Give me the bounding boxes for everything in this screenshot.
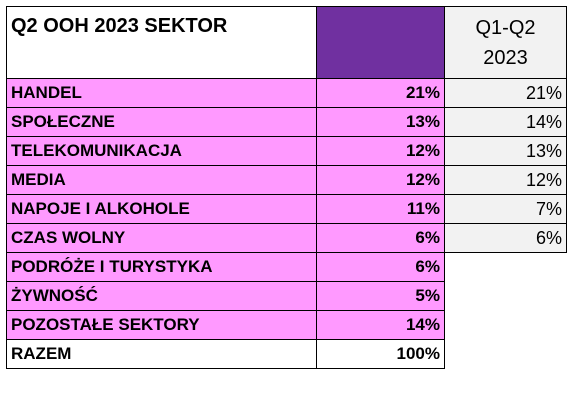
table-row: MEDIA 12% 12% — [6, 165, 567, 195]
sector-table: Q2 OOH 2023 SEKTOR Q1-Q2 2023 HANDEL 21% 2… — [6, 6, 567, 369]
title: Q2 OOH 2023 SEKTOR — [6, 6, 317, 79]
empty-cell — [444, 281, 567, 311]
header-row: Q2 OOH 2023 SEKTOR Q1-Q2 2023 — [6, 6, 567, 79]
q1-q2-share: 14% — [444, 107, 567, 137]
table-row: SPOŁECZNE 13% 14% — [6, 107, 567, 137]
period-header: Q1-Q2 2023 — [444, 6, 567, 79]
sector-name: SPOŁECZNE — [6, 107, 317, 137]
q2-share: 12% — [316, 136, 445, 166]
q1-q2-share: 21% — [444, 78, 567, 108]
period-line: Q1-Q2 — [475, 16, 536, 39]
sector-name: CZAS WOLNY — [6, 223, 317, 253]
q2-share: 14% — [316, 310, 445, 340]
sector-name: POZOSTAŁE SEKTORY — [6, 310, 317, 340]
table-row: CZAS WOLNY 6% 6% — [6, 223, 567, 253]
table-row: RAZEM 100% — [6, 339, 567, 369]
q2-share: 100% — [316, 339, 445, 369]
sector-name: MEDIA — [6, 165, 317, 195]
sector-name: NAPOJE I ALKOHOLE — [6, 194, 317, 224]
table-row: POZOSTAŁE SEKTORY 14% — [6, 310, 567, 340]
sector-name: RAZEM — [6, 339, 317, 369]
sector-name: HANDEL — [6, 78, 317, 108]
q2-share: 13% — [316, 107, 445, 137]
sector-name: TELEKOMUNIKACJA — [6, 136, 317, 166]
q1-q2-share: 12% — [444, 165, 567, 195]
sector-name: PODRÓŻE I TURYSTYKA — [6, 252, 317, 282]
empty-cell — [444, 252, 567, 282]
q1-q2-share: 13% — [444, 136, 567, 166]
color-cell — [316, 6, 445, 79]
q2-share: 5% — [316, 281, 445, 311]
period-line: 2023 — [483, 46, 528, 69]
empty-cell — [444, 339, 567, 369]
sector-name: ŻYWNOŚĆ — [6, 281, 317, 311]
q2-share: 11% — [316, 194, 445, 224]
q2-share: 12% — [316, 165, 445, 195]
q2-share: 6% — [316, 252, 445, 282]
table-body: Q2 OOH 2023 SEKTOR Q1-Q2 2023 HANDEL 21% 2… — [6, 6, 567, 369]
q1-q2-share: 6% — [444, 223, 567, 253]
table-row: PODRÓŻE I TURYSTYKA 6% — [6, 252, 567, 282]
table-row: ŻYWNOŚĆ 5% — [6, 281, 567, 311]
q1-q2-share: 7% — [444, 194, 567, 224]
table-row: TELEKOMUNIKACJA 12% 13% — [6, 136, 567, 166]
q2-share: 6% — [316, 223, 445, 253]
table-row: NAPOJE I ALKOHOLE 11% 7% — [6, 194, 567, 224]
table-row: HANDEL 21% 21% — [6, 78, 567, 108]
empty-cell — [444, 310, 567, 340]
q2-share: 21% — [316, 78, 445, 108]
